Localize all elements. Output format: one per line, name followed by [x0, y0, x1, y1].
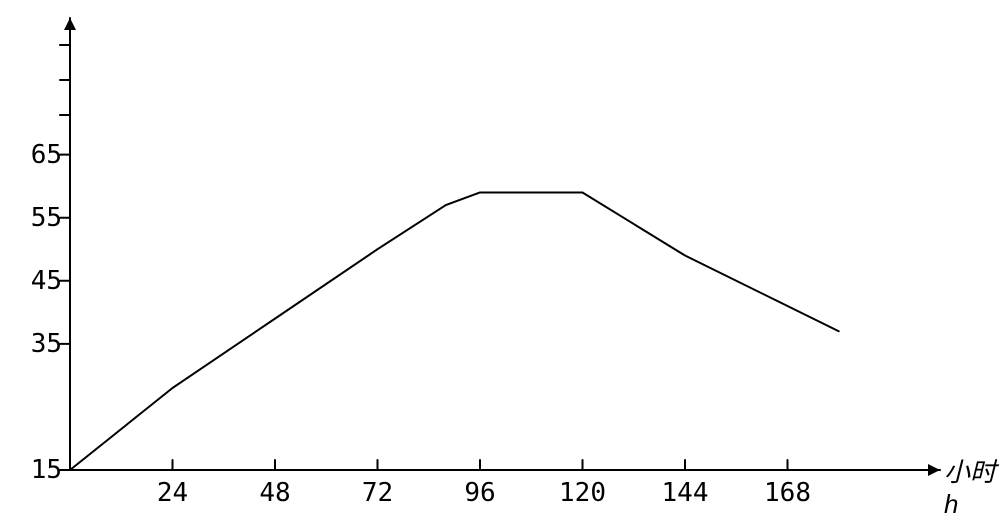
x-axis-title: 小时h — [944, 452, 1000, 520]
line-chart: 24 48 72 96 120 144 168 15 35 45 55 65 小时h — [0, 0, 1000, 531]
x-tick-label: 144 — [662, 478, 709, 508]
y-tick-label: 15 — [31, 455, 62, 485]
x-tick-label: 96 — [464, 478, 495, 508]
x-tick-label: 168 — [764, 478, 811, 508]
x-tick-label: 72 — [362, 478, 393, 508]
x-tick-label: 120 — [559, 478, 606, 508]
chart-svg — [0, 0, 1000, 531]
x-tick-label: 24 — [157, 478, 188, 508]
y-tick-label: 65 — [31, 140, 62, 170]
y-tick-label: 35 — [31, 329, 62, 359]
x-tick-label: 48 — [259, 478, 290, 508]
y-tick-label: 55 — [31, 203, 62, 233]
y-tick-label: 45 — [31, 266, 62, 296]
data-line — [70, 192, 839, 470]
